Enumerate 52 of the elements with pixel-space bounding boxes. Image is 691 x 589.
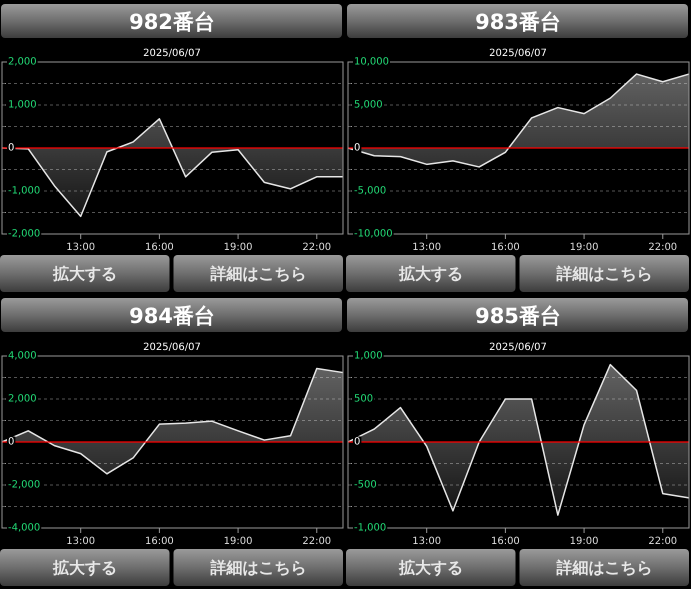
chart-subtitle: 2025/06/07 (489, 48, 547, 59)
text: 拡大する (52, 558, 117, 577)
y-tick-label: -2,000 (8, 480, 40, 490)
x-tick-label: 22:00 (648, 536, 678, 547)
y-tick-label: 1,000 (354, 350, 383, 362)
x-tick-label: 22:00 (302, 242, 332, 253)
y-tick-label: 0 (354, 436, 360, 448)
y-tick-label: -1,000 (354, 522, 386, 534)
x-tick-label: 13:00 (66, 536, 96, 547)
chart-subtitle: 2025/06/07 (489, 342, 547, 353)
text: 拡大する (398, 558, 463, 577)
x-tick-label: 16:00 (144, 242, 174, 253)
x-tick-label: 13:00 (412, 536, 442, 547)
y-tick-label: 2,000 (8, 56, 37, 68)
y-tick-label: -10,000 (354, 228, 393, 240)
y-tick-label: -4,000 (8, 522, 40, 534)
text: 拡大する (52, 264, 117, 283)
y-tick-label: 0 (8, 142, 14, 154)
y-tick-label: -2,000 (8, 228, 40, 240)
x-tick-label: 13:00 (66, 242, 96, 253)
y-tick-label: 5,000 (354, 100, 383, 110)
x-tick-label: 16:00 (144, 536, 174, 547)
chart-title: 983番台 (475, 10, 561, 34)
x-tick-label: 22:00 (302, 536, 332, 547)
chart-subtitle: 2025/06/07 (143, 48, 201, 59)
y-tick-label: 2,000 (8, 394, 37, 404)
y-tick-label: 0 (8, 436, 14, 448)
y-tick-label: 500 (354, 394, 374, 404)
chart-title: 982番台 (129, 10, 215, 34)
y-tick-label: 4,000 (8, 350, 37, 362)
x-tick-label: 19:00 (224, 536, 252, 547)
x-tick-label: 16:00 (490, 536, 520, 547)
text: 詳細はこちら (209, 264, 306, 283)
chart-title: 984番台 (129, 304, 215, 328)
text: 詳細はこちら (555, 264, 652, 283)
y-tick-label: 0 (354, 142, 360, 154)
y-tick-label: 10,000 (354, 56, 389, 68)
x-tick-label: 16:00 (490, 242, 520, 253)
text: 詳細はこちら (209, 558, 306, 577)
chart-subtitle: 2025/06/07 (143, 342, 201, 353)
x-tick-label: 22:00 (648, 242, 678, 253)
x-tick-label: 19:00 (570, 242, 598, 253)
x-tick-label: 13:00 (412, 242, 442, 253)
chart-title: 985番台 (475, 304, 561, 328)
y-tick-label: -500 (354, 480, 377, 490)
text: 詳細はこちら (555, 558, 652, 577)
text: 拡大する (398, 264, 463, 283)
y-tick-label: -1,000 (8, 186, 40, 196)
x-tick-label: 19:00 (224, 242, 252, 253)
x-tick-label: 19:00 (570, 536, 598, 547)
y-tick-label: 1,000 (8, 100, 37, 110)
y-tick-label: -5,000 (354, 186, 386, 196)
